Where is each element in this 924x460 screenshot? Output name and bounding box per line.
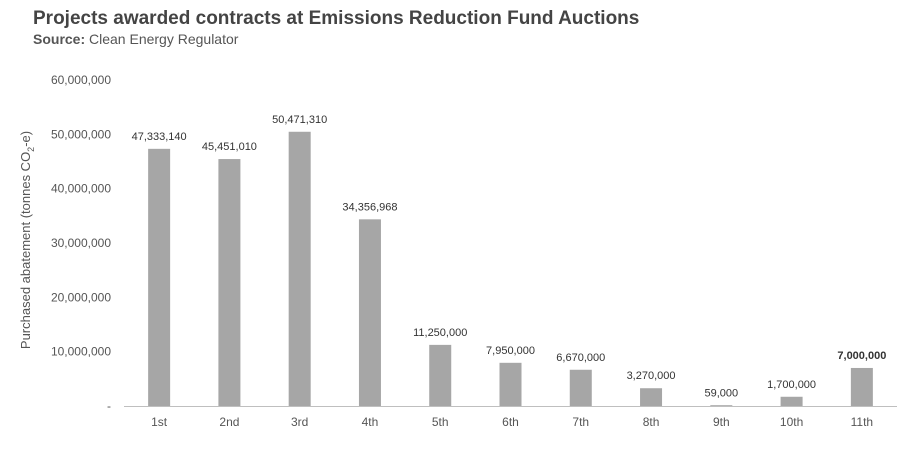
bar [780,396,803,406]
y-tick-label: 50,000,000 [51,127,111,141]
x-tick-label: 9th [713,415,730,429]
bar [569,369,592,406]
data-labels: 47,333,140 45,451,010 50,471,310 34,356,968… [132,114,887,400]
bar [218,159,241,406]
source-text: Clean Energy Regulator [89,31,239,47]
x-tick-label: 4th [362,415,379,429]
x-tick-label: 8th [643,415,660,429]
x-tick-label: 3rd [291,415,308,429]
data-label: 7,950,000 [486,345,535,357]
chart-title: Projects awarded contracts at Emissions … [33,8,640,29]
bar [429,344,452,406]
data-label: 59,000 [704,388,738,400]
x-tick-label: 10th [780,415,803,429]
y-tick-label: 40,000,000 [51,182,111,196]
data-label: 7,000,000 [837,350,886,362]
data-label: 1,700,000 [767,379,816,391]
data-label: 3,270,000 [627,370,676,382]
y-tick-label: 30,000,000 [51,236,111,250]
bars [148,131,873,406]
bar [850,367,873,406]
bar [640,388,663,406]
x-tick-label: 5th [432,415,449,429]
x-tick-label: 6th [502,415,519,429]
data-label: 45,451,010 [202,141,257,153]
data-label: 34,356,968 [342,201,397,213]
bar [288,131,311,406]
x-tick-label: 11th [851,415,873,429]
y-axis-ticks: - 10,000,000 20,000,000 30,000,000 40,000,00… [51,73,111,413]
x-tick-label: 7th [572,415,589,429]
chart-subtitle: Source: Clean Energy Regulator [33,31,238,47]
y-tick-label: - [107,399,111,413]
bar [148,148,171,406]
data-label: 11,250,000 [413,327,467,339]
bar [710,405,733,406]
source-label: Source: [33,31,86,47]
x-axis-categories: 1st 2nd 3rd 4th 5th 6th 7th 8th 9th 10th 11th [151,415,873,429]
bar [499,362,522,406]
x-tick-label: 2nd [219,415,239,429]
y-tick-label: 60,000,000 [51,73,111,87]
data-label: 6,670,000 [556,352,605,364]
y-tick-label: 20,000,000 [51,290,111,304]
data-label: 50,471,310 [272,114,327,126]
y-tick-label: 10,000,000 [51,345,111,359]
data-label: 47,333,140 [132,131,187,143]
bar [358,219,381,406]
y-axis-label: Purchased abatement (tonnes CO2-e) [18,131,36,349]
x-tick-label: 1st [151,415,168,429]
